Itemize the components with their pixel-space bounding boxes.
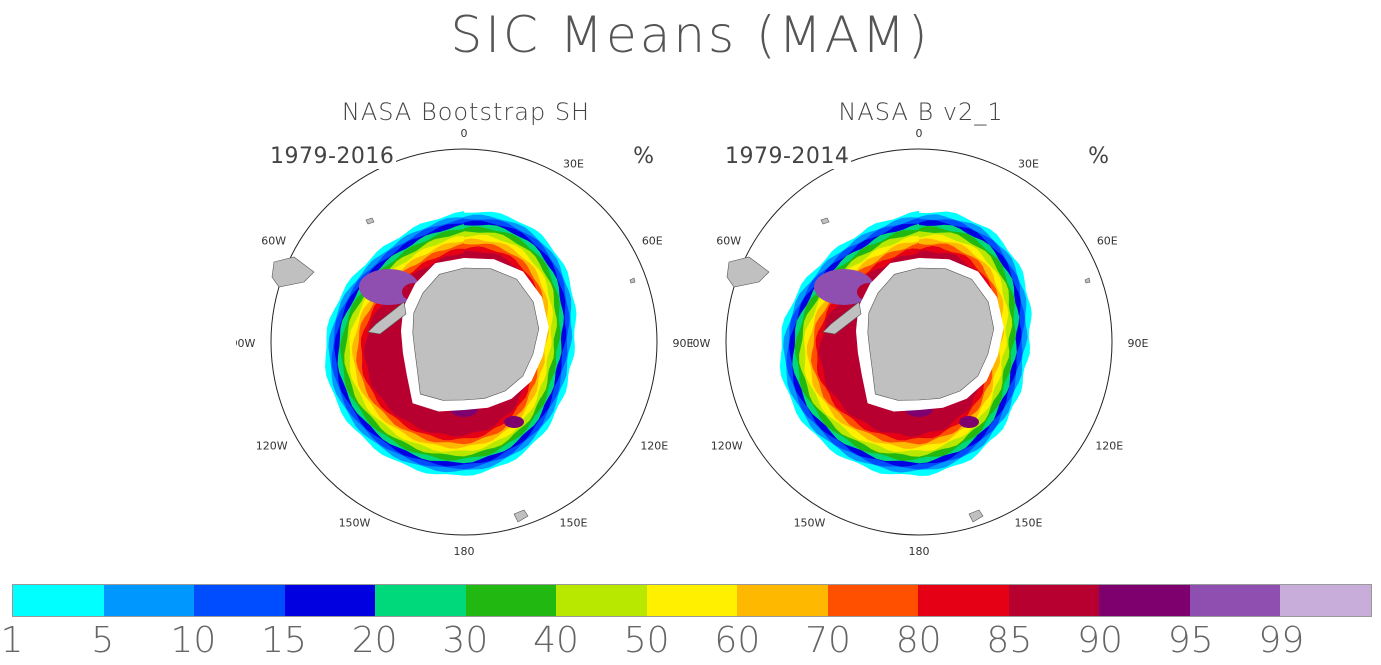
map-panel-bootstrap: 030E60E90E120E150E180150W120W90W60W30W N… <box>236 92 696 562</box>
longitude-label: 60W <box>261 235 286 248</box>
longitude-label: 0 <box>461 127 468 140</box>
colorbar-segment <box>465 585 557 616</box>
longitude-label: 90W <box>691 337 711 350</box>
colorbar-segment <box>556 585 647 616</box>
longitude-label: 180 <box>909 545 930 558</box>
longitude-label: 30E <box>1018 158 1039 171</box>
colorbar-tick-label: 1 <box>0 620 24 661</box>
colorbar-tick-label: 15 <box>261 620 307 661</box>
period-label: 1979-2016 <box>270 144 397 169</box>
colorbar-tick-label: 10 <box>170 620 217 661</box>
ice-patch <box>504 416 524 428</box>
colorbar-segment <box>827 585 919 616</box>
colorbar-tick-label: 5 <box>91 620 115 661</box>
longitude-label: 120W <box>711 440 743 453</box>
longitude-label: 0 <box>916 127 923 140</box>
figure-title: SIC Means (MAM) <box>450 6 931 64</box>
unit-label: % <box>1088 144 1109 169</box>
antarctic-peninsula <box>822 301 862 335</box>
south-america-land <box>726 256 770 288</box>
colorbar-segment <box>737 585 828 616</box>
colorbar-segment <box>375 585 466 616</box>
island-land <box>1084 277 1091 284</box>
colorbar-tick-label: 70 <box>805 620 851 661</box>
colorbar-tick-label: 95 <box>1167 620 1214 661</box>
colorbar-segment <box>103 585 195 616</box>
longitude-label: 150E <box>1015 516 1043 529</box>
longitude-label: 150W <box>339 516 371 529</box>
colorbar-segment <box>1189 585 1281 616</box>
map-content <box>725 148 1113 536</box>
longitude-label: 120W <box>256 440 288 453</box>
longitude-label: 90E <box>1128 337 1149 350</box>
colorbar-segment <box>13 585 104 616</box>
new-zealand-land <box>513 509 529 523</box>
longitude-label: 120E <box>1095 440 1123 453</box>
island-land <box>365 217 375 225</box>
longitude-label: 120E <box>640 440 668 453</box>
longitude-label: 90E <box>673 337 694 350</box>
colorbar-tick-label: 60 <box>714 620 761 661</box>
panel-title: NASA Bootstrap SH <box>341 98 591 126</box>
colorbar-tick-label: 80 <box>895 620 942 661</box>
colorbar-tick-label: 90 <box>1077 620 1123 661</box>
south-america-land <box>271 256 315 288</box>
colorbar-tick-label: 50 <box>623 620 670 661</box>
longitude-label: 60E <box>1097 235 1118 248</box>
colorbar-segment <box>284 585 376 616</box>
longitude-label: 60W <box>716 235 741 248</box>
colorbar-tick-label: 20 <box>351 620 398 661</box>
longitude-label: 60E <box>642 235 663 248</box>
colorbar-segment <box>918 585 1009 616</box>
island-land <box>820 217 830 225</box>
ice-patch <box>959 416 979 428</box>
antarctic-peninsula <box>367 301 407 335</box>
colorbar-tick-label: 99 <box>1258 620 1305 661</box>
longitude-label: 180 <box>454 545 475 558</box>
longitude-label: 90W <box>236 337 256 350</box>
colorbar <box>12 584 1372 617</box>
colorbar-segment <box>1280 585 1371 616</box>
polar-map: 030E60E90E120E150E180150W120W90W60W30W <box>236 127 694 558</box>
longitude-label: 150W <box>794 516 826 529</box>
panel-title: NASA B v2_1 <box>838 98 1004 126</box>
colorbar-segment <box>1099 585 1190 616</box>
map-panel-v2-1: 030E60E90E120E150E180150W120W90W60W30W N… <box>691 92 1151 562</box>
longitude-label: 150E <box>560 516 588 529</box>
colorbar-segment <box>646 585 738 616</box>
polar-map: 030E60E90E120E150E180150W120W90W60W30W <box>691 127 1149 558</box>
colorbar-segment <box>194 585 285 616</box>
new-zealand-land <box>968 509 984 523</box>
longitude-label: 30E <box>563 158 584 171</box>
map-content <box>270 148 658 536</box>
colorbar-tick-label: 40 <box>533 620 579 661</box>
unit-label: % <box>633 144 654 169</box>
antarctica-land <box>867 267 995 401</box>
antarctica-land <box>412 267 540 401</box>
colorbar-tick-label: 30 <box>442 620 489 661</box>
colorbar-tick-label: 85 <box>986 620 1033 661</box>
colorbar-labels: 1 5 10 15 20 30 40 50 60 70 80 85 90 95 99 <box>0 620 1381 665</box>
island-land <box>629 277 636 284</box>
period-label: 1979-2014 <box>725 144 852 169</box>
colorbar-segment <box>1008 585 1100 616</box>
